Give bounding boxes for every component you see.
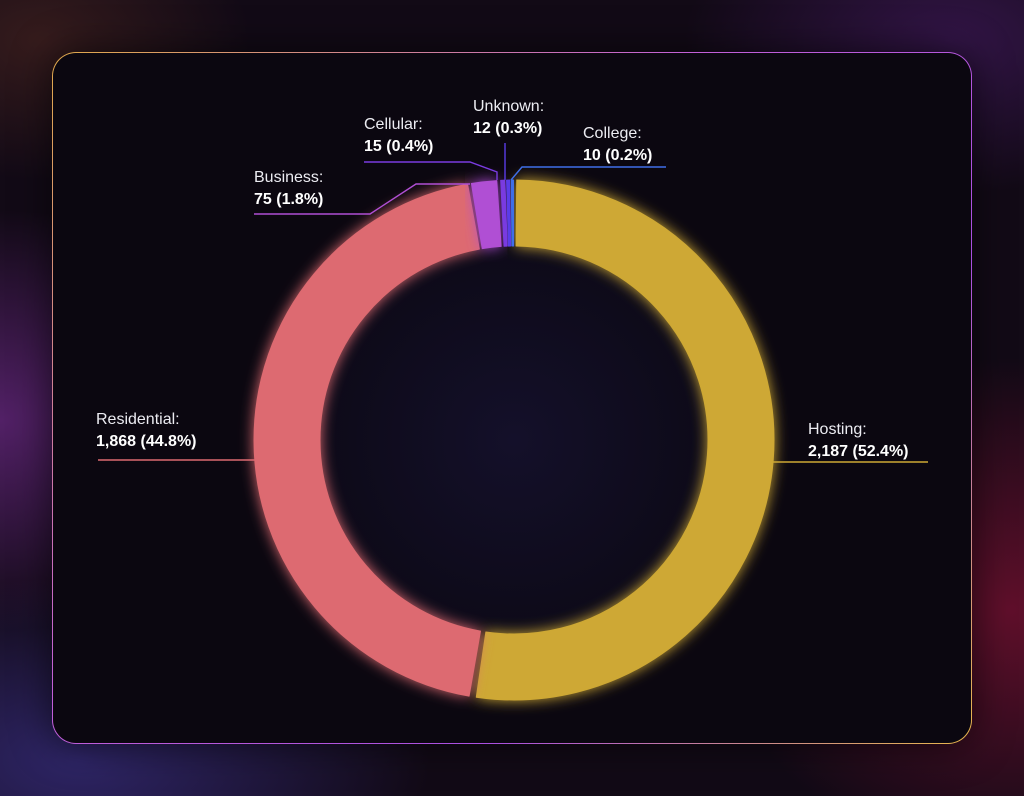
slice-label-unknown: Unknown: xyxy=(473,98,544,115)
slice-label-hosting: Hosting: xyxy=(808,421,867,438)
slice-value-cellular: 15 (0.4%) xyxy=(364,138,433,155)
slice-value-hosting: 2,187 (52.4%) xyxy=(808,443,909,460)
slice-hosting[interactable] xyxy=(475,179,775,701)
slice-business[interactable] xyxy=(470,180,502,250)
slice-cellular[interactable] xyxy=(500,179,508,247)
slice-value-business: 75 (1.8%) xyxy=(254,191,323,208)
slice-label-residential: Residential: xyxy=(96,411,180,428)
slice-value-unknown: 12 (0.3%) xyxy=(473,120,542,137)
slice-label-college: College: xyxy=(583,125,642,142)
leader-line-business xyxy=(254,183,470,215)
slice-college[interactable] xyxy=(510,179,515,247)
slice-residential[interactable] xyxy=(253,183,482,697)
slice-label-business: Business: xyxy=(254,169,323,186)
slice-value-college: 10 (0.2%) xyxy=(583,147,652,164)
leader-line-cellular xyxy=(364,161,498,180)
leader-line-college xyxy=(510,166,666,181)
slice-label-cellular: Cellular: xyxy=(364,116,423,133)
slice-unknown[interactable] xyxy=(506,179,512,247)
slice-value-residential: 1,868 (44.8%) xyxy=(96,433,197,450)
donut-hole xyxy=(320,246,708,634)
